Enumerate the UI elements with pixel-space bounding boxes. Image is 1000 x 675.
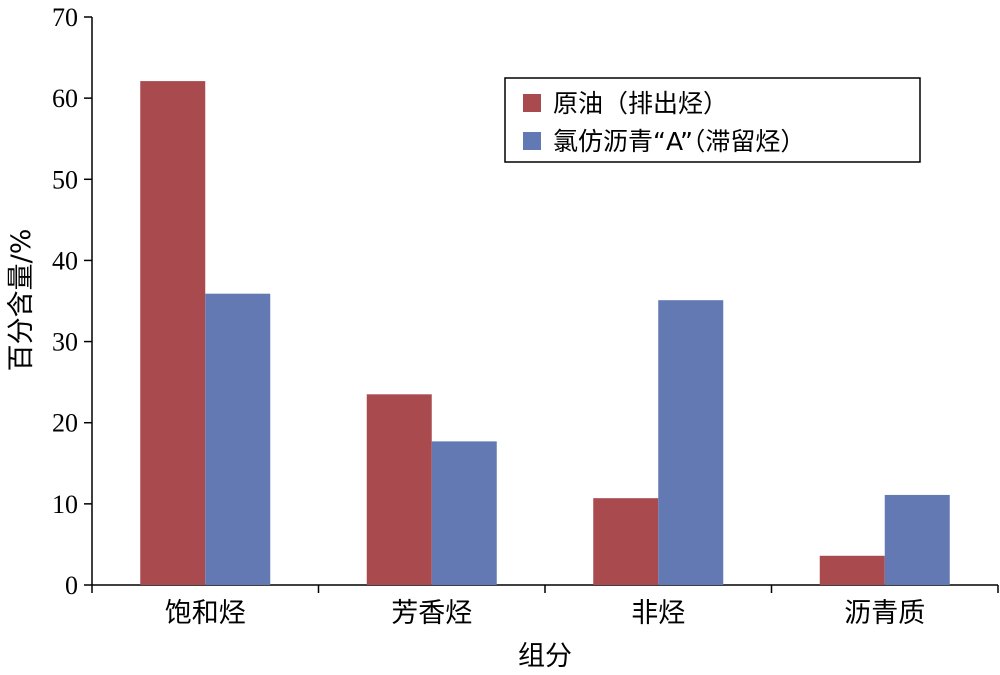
y-tick-label: 20 (52, 409, 78, 438)
legend-swatch-chloroform-bitumen (523, 132, 541, 150)
bar-series-0-芳香烃 (366, 394, 432, 585)
y-tick-label: 10 (52, 490, 78, 519)
x-axis-title: 组分 (518, 641, 572, 672)
bar-series-1-非烃 (658, 300, 724, 585)
bar-series-1-饱和烃 (205, 293, 271, 585)
category-label: 饱和烃 (165, 598, 246, 629)
bar-series-0-饱和烃 (140, 81, 206, 586)
y-tick-label: 0 (65, 571, 78, 600)
bar-series-1-沥青质 (884, 494, 950, 585)
category-label: 非烃 (631, 598, 685, 629)
bars (140, 81, 950, 586)
bar-series-0-沥青质 (819, 555, 885, 585)
bar-series-0-非烃 (593, 498, 659, 585)
y-axis: 0 10 20 30 40 50 60 70 (52, 3, 93, 600)
legend-label-crude-oil: 原油（排出烃） (553, 89, 728, 118)
y-tick-label: 40 (52, 246, 78, 275)
y-tick-label: 30 (52, 328, 78, 357)
category-label: 沥青质 (844, 598, 925, 629)
bar-series-1-芳香烃 (431, 441, 497, 585)
legend-box (504, 77, 921, 163)
y-tick-label: 70 (52, 3, 78, 32)
y-tick-label: 50 (52, 165, 78, 194)
y-axis-title: 百分含量/% (6, 229, 37, 372)
category-label: 芳香烃 (391, 598, 472, 629)
y-tick-label: 60 (52, 84, 78, 113)
legend: 原油（排出烃） 氯仿沥青“A”（滞留烃） (504, 77, 921, 163)
legend-swatch-crude-oil (523, 94, 541, 112)
legend-label-chloroform-bitumen: 氯仿沥青“A”（滞留烃） (553, 127, 805, 156)
x-axis: 饱和烃 芳香烃 非烃 沥青质 (91, 584, 999, 629)
